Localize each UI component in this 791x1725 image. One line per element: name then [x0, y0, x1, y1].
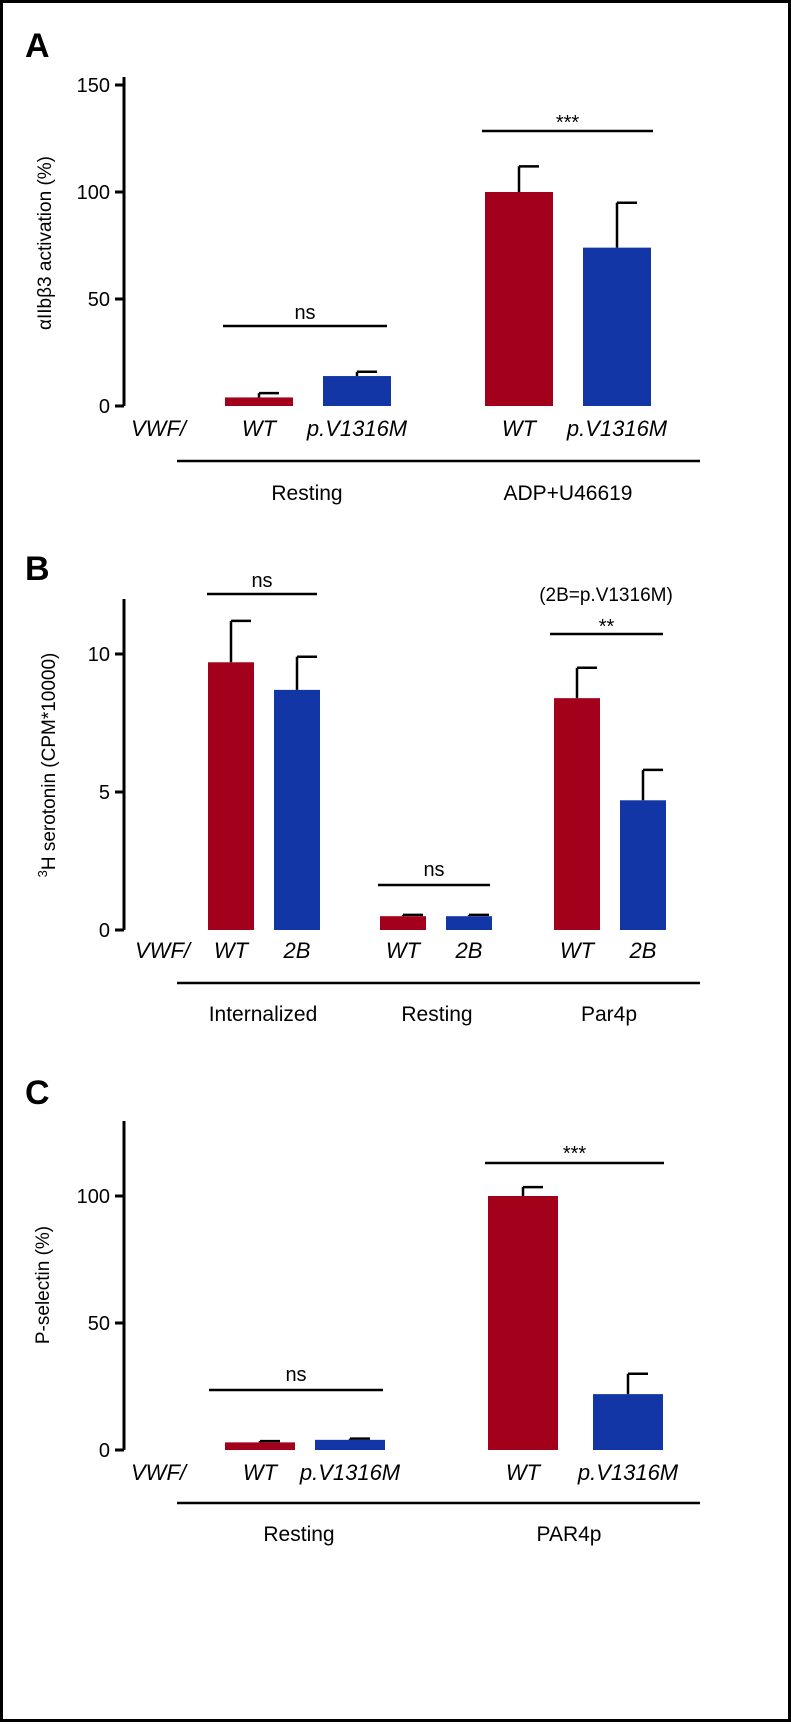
group-label: Resting	[401, 1003, 472, 1026]
panel-letter: C	[25, 1074, 50, 1112]
category-label: WT	[214, 938, 250, 963]
bar-3	[488, 1196, 558, 1450]
significance-label: ns	[285, 1364, 306, 1386]
group-label: ADP+U46619	[503, 482, 632, 505]
y-axis-label-superscript: 3	[35, 870, 50, 877]
bar-3	[380, 916, 426, 930]
group-label: Resting	[271, 482, 342, 505]
y-tick-label: 100	[77, 182, 110, 204]
y-tick-label: 5	[99, 782, 110, 804]
y-tick-label: 10	[88, 644, 110, 666]
row-label: VWF/	[131, 1460, 188, 1485]
y-tick-label: 50	[88, 289, 110, 311]
category-label: WT	[386, 938, 422, 963]
y-axis-label: αIIbβ3 activation (%)	[35, 156, 56, 330]
y-tick-label: 0	[99, 396, 110, 418]
panel-letter: B	[25, 550, 50, 588]
panel-note: (2B=p.V1316M)	[539, 585, 673, 606]
y-axis-label-text: H serotonin (CPM*10000)	[39, 653, 60, 871]
category-label: p.V1316M	[566, 416, 668, 441]
bar-4	[446, 916, 492, 930]
panel-letter: A	[25, 27, 50, 65]
category-label: p.V1316M	[577, 1460, 679, 1485]
bar-4	[593, 1394, 663, 1450]
row-label: VWF/	[135, 938, 192, 963]
y-tick-label: 50	[88, 1313, 110, 1335]
significance-label: ns	[423, 859, 444, 881]
y-tick-label: 100	[77, 1186, 110, 1208]
category-label: WT	[242, 416, 278, 441]
category-label: p.V1316M	[299, 1460, 401, 1485]
significance-label: ns	[294, 302, 315, 324]
bar-6	[620, 800, 666, 930]
row-label: VWF/	[131, 416, 188, 441]
group-label: PAR4p	[537, 1523, 602, 1546]
group-label: Internalized	[209, 1003, 318, 1026]
bar-1	[225, 397, 293, 406]
category-label: WT	[502, 416, 538, 441]
y-tick-label: 0	[99, 1440, 110, 1462]
category-label: p.V1316M	[306, 416, 408, 441]
category-label: 2B	[629, 938, 657, 963]
significance-label: ns	[251, 570, 272, 592]
significance-label: ***	[563, 1143, 587, 1165]
bar-1	[225, 1442, 295, 1450]
significance-label: ***	[556, 112, 580, 134]
significance-label: **	[599, 616, 615, 638]
bar-2	[315, 1439, 385, 1450]
bar-1	[208, 662, 254, 930]
bar-2	[274, 689, 320, 930]
category-label: WT	[243, 1460, 279, 1485]
category-label: WT	[560, 938, 596, 963]
bar-4	[583, 247, 651, 406]
group-label: Resting	[263, 1523, 334, 1546]
y-axis-label: P-selectin (%)	[33, 1226, 54, 1344]
category-label: 2B	[283, 938, 311, 963]
category-label: WT	[506, 1460, 542, 1485]
category-label: 2B	[455, 938, 483, 963]
y-tick-label: 150	[77, 75, 110, 97]
group-label: Par4p	[581, 1003, 637, 1026]
y-tick-label: 0	[99, 920, 110, 942]
bar-2	[323, 376, 391, 406]
bar-5	[554, 698, 600, 930]
bar-3	[485, 192, 553, 406]
y-axis-label: 3H serotonin (CPM*10000)	[35, 653, 60, 878]
